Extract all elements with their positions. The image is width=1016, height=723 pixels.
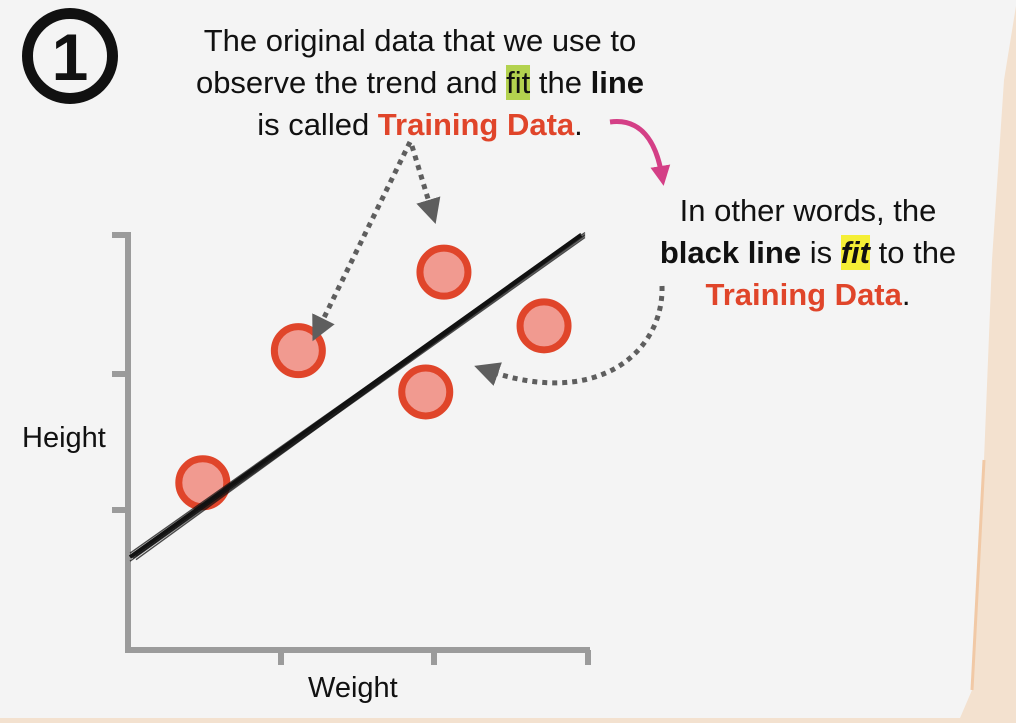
magenta-arrow: [609, 119, 671, 186]
training-data-label: Training Data: [377, 107, 575, 142]
top-caption-text: .: [574, 107, 583, 142]
side-caption-line-1: In other words, the: [679, 193, 937, 228]
step-number: 1: [51, 20, 89, 94]
x-axis-label: Weight: [308, 672, 398, 704]
side-caption-text: .: [901, 277, 911, 312]
fit-line-stroke: [128, 233, 583, 559]
black-line-bold-text: black line: [659, 235, 802, 270]
data-point: [398, 364, 454, 420]
axes: [112, 232, 591, 665]
dotted-arrow-to-fit-line: [474, 285, 665, 386]
step-number-badge: 1: [22, 8, 118, 104]
dotted-arrow-to-left-point: [312, 140, 413, 342]
training-data-label: Training Data: [705, 277, 902, 312]
data-point: [270, 323, 326, 379]
top-caption-line-2: observe the trend and fit the line: [130, 62, 710, 104]
side-caption-line-2: black line is fit to the: [618, 232, 998, 274]
side-caption-line-3: Training Data.: [618, 274, 998, 316]
top-caption-text: is called: [257, 107, 378, 142]
top-caption-line-3: is called Training Data.: [130, 104, 710, 146]
dotted-arrow-to-top-point: [409, 145, 441, 224]
side-caption-text: is: [801, 235, 841, 270]
data-point: [516, 298, 572, 354]
fit-highlight-italic: fit: [840, 235, 870, 270]
top-caption-text: the: [530, 65, 591, 100]
line-bold-text: line: [590, 65, 645, 100]
side-caption-text: to the: [870, 235, 957, 270]
data-point: [416, 244, 472, 300]
side-caption: In other words, the black line is fit to…: [618, 190, 998, 316]
fit-line-stroke: [129, 236, 586, 562]
y-axis-label: Height: [22, 422, 106, 454]
top-caption-line-1: The original data that we use to: [203, 23, 637, 58]
top-caption: The original data that we use to observe…: [130, 20, 710, 146]
top-caption-text: observe the trend and: [195, 65, 507, 100]
y-axis-line: [125, 232, 590, 653]
fit-highlight: fit: [506, 65, 531, 100]
fit-line: [128, 232, 586, 562]
